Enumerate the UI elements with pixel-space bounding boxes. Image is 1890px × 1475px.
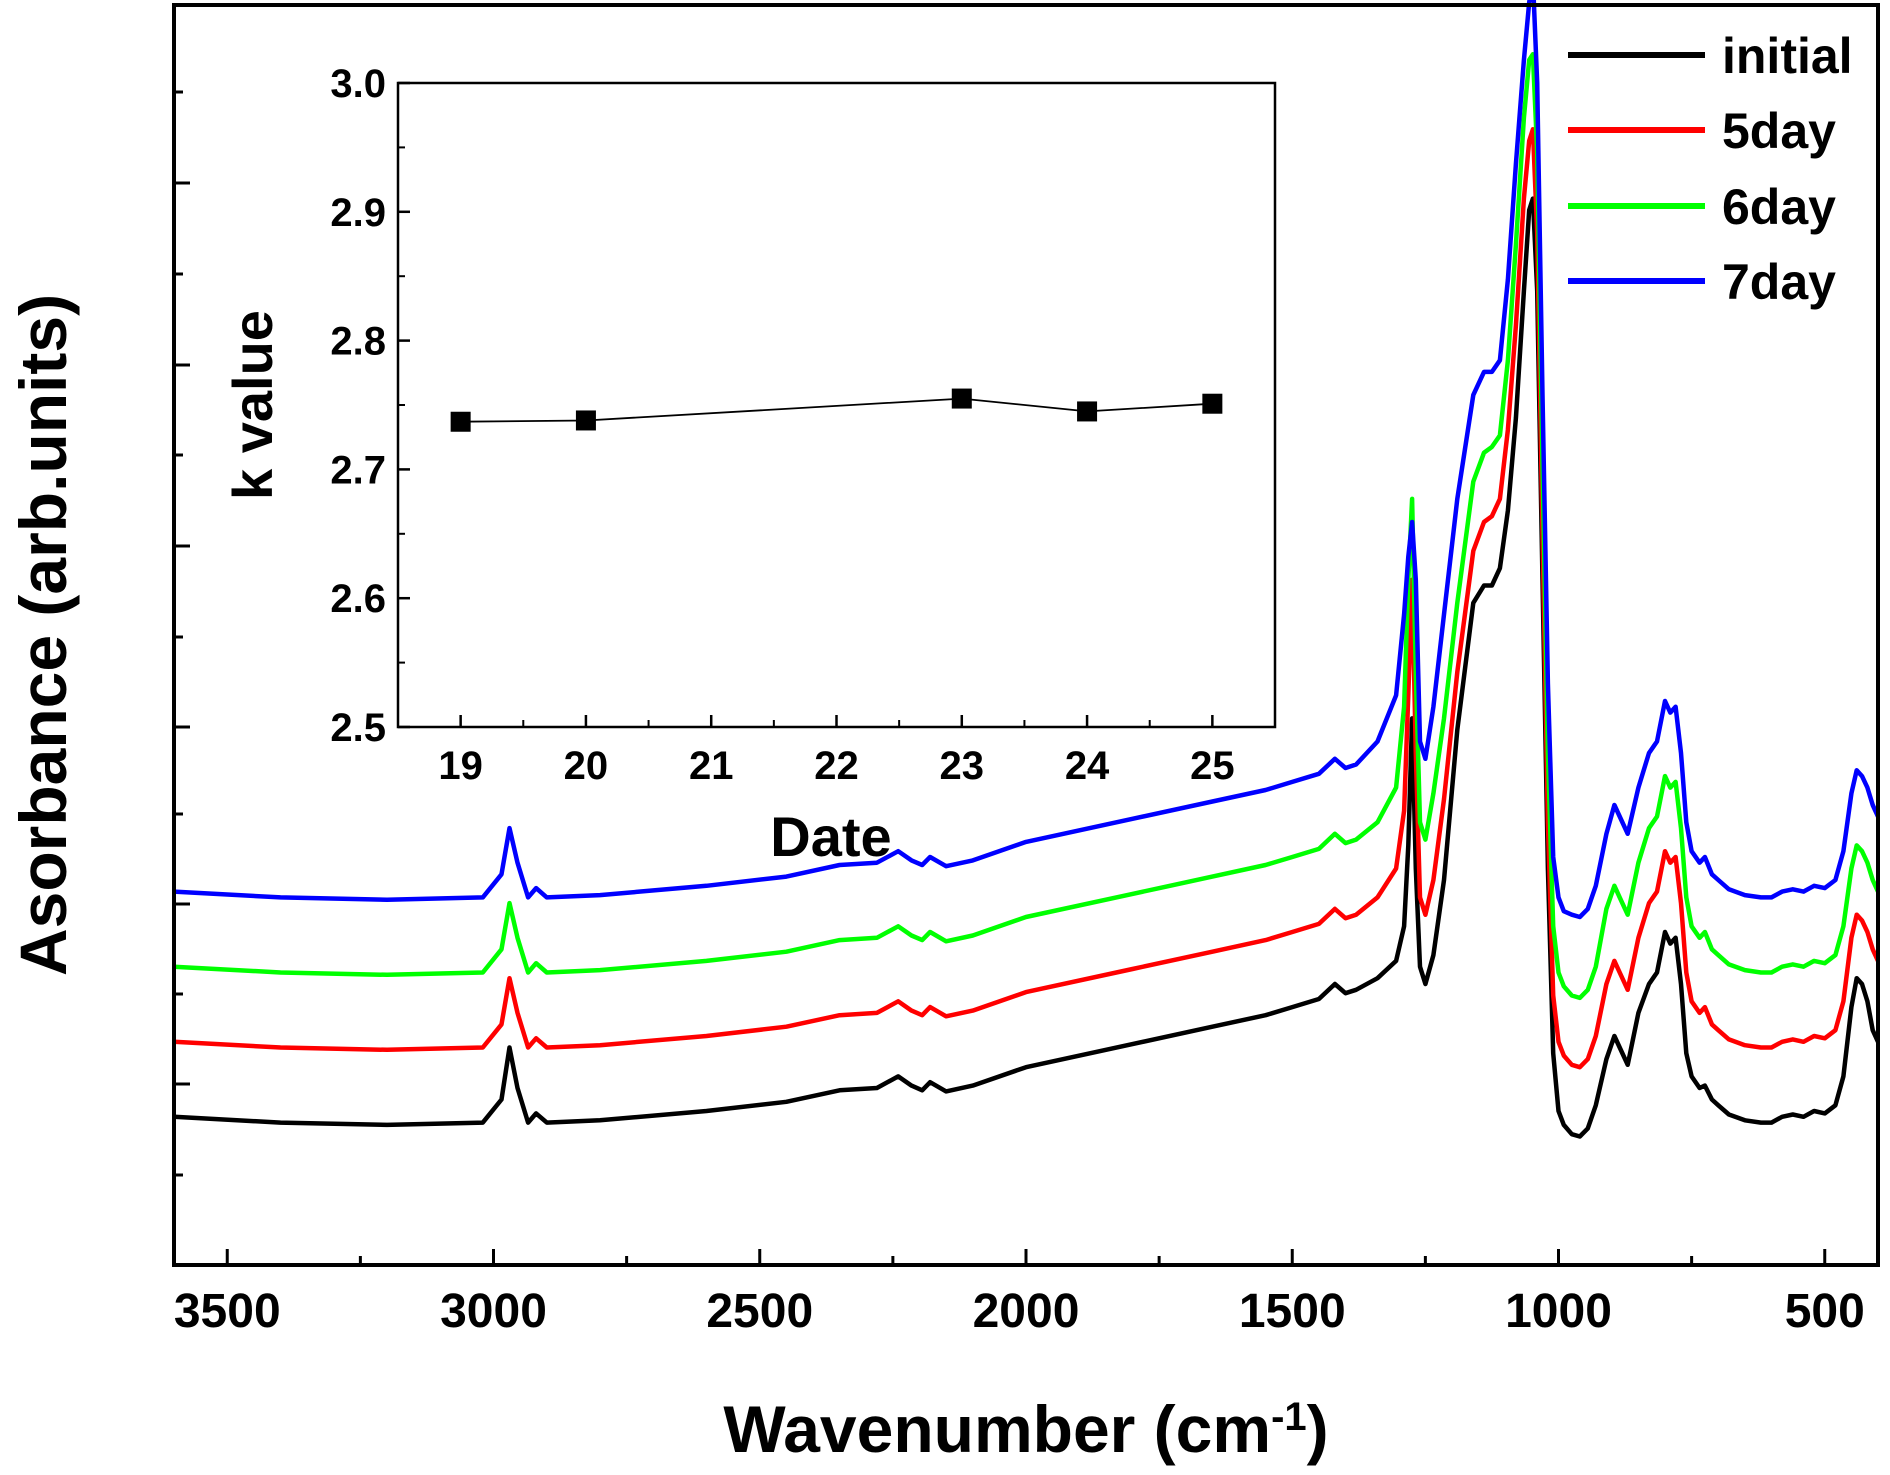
main-x-axis: 3500 3000 2500 2000 1500 1000 500: [174, 1249, 1865, 1338]
inset-x-tick-label: 23: [940, 744, 985, 788]
inset-series-group: [450, 388, 1223, 432]
series-line-initial: [173, 196, 1881, 1139]
inset-y-tick-label: 3.0: [330, 62, 386, 106]
inset-data-point: [450, 411, 471, 432]
inset-data-point: [951, 388, 972, 409]
inset-y-tick-label: 2.5: [330, 706, 386, 750]
inset-y-tick-label: 2.6: [330, 577, 386, 621]
legend-label: 5day: [1722, 103, 1836, 159]
inset-x-tick-label: 25: [1190, 744, 1235, 788]
x-axis-title: Wavenumber (cm-1): [723, 1392, 1328, 1466]
inset-x-tick-label: 20: [564, 744, 609, 788]
x-tick-label: 500: [1785, 1285, 1865, 1338]
inset-x-tick-label: 24: [1065, 744, 1110, 788]
inset-x-axis-title: Date: [770, 805, 891, 868]
series-line-6day: [173, 51, 1881, 1001]
inset-chart: 19 20 21 22 23 24 25 2.5 2.6 2.7 2.8 2.9 3.0 Date k…: [221, 62, 1277, 868]
series-line-5day: [173, 127, 1881, 1070]
series-line-7day: [173, 0, 1881, 920]
x-tick-label: 1500: [1239, 1285, 1346, 1338]
y-axis-title: Asorbance (arb.units): [6, 294, 80, 976]
inset-y-tick-label: 2.8: [330, 320, 386, 364]
legend-label: 7day: [1722, 254, 1836, 310]
x-tick-label: 3500: [174, 1285, 281, 1338]
inset-y-axis: 2.5 2.6 2.7 2.8 2.9 3.0: [330, 62, 410, 750]
inset-x-tick-label: 22: [814, 744, 859, 788]
legend-label: 6day: [1722, 179, 1836, 235]
x-tick-label: 1000: [1505, 1285, 1612, 1338]
main-y-axis: [174, 90, 190, 1177]
legend: initial 5day 6day 7day: [1568, 28, 1853, 310]
x-tick-label: 3000: [440, 1285, 547, 1338]
x-tick-label: 2000: [973, 1285, 1080, 1338]
inset-y-tick-label: 2.7: [330, 448, 386, 492]
inset-data-point: [575, 410, 596, 431]
inset-y-axis-title: k value: [221, 310, 284, 500]
inset-data-point: [1202, 393, 1223, 414]
x-tick-label: 2500: [706, 1285, 813, 1338]
inset-data-point: [1077, 401, 1098, 422]
legend-label: initial: [1722, 28, 1853, 84]
inset-x-axis: 19 20 21 22 23 24 25: [397, 715, 1276, 788]
inset-x-tick-label: 21: [689, 744, 734, 788]
inset-y-tick-label: 2.9: [330, 191, 386, 235]
inset-x-tick-label: 19: [438, 744, 483, 788]
main-series-group: [173, 0, 1881, 1139]
